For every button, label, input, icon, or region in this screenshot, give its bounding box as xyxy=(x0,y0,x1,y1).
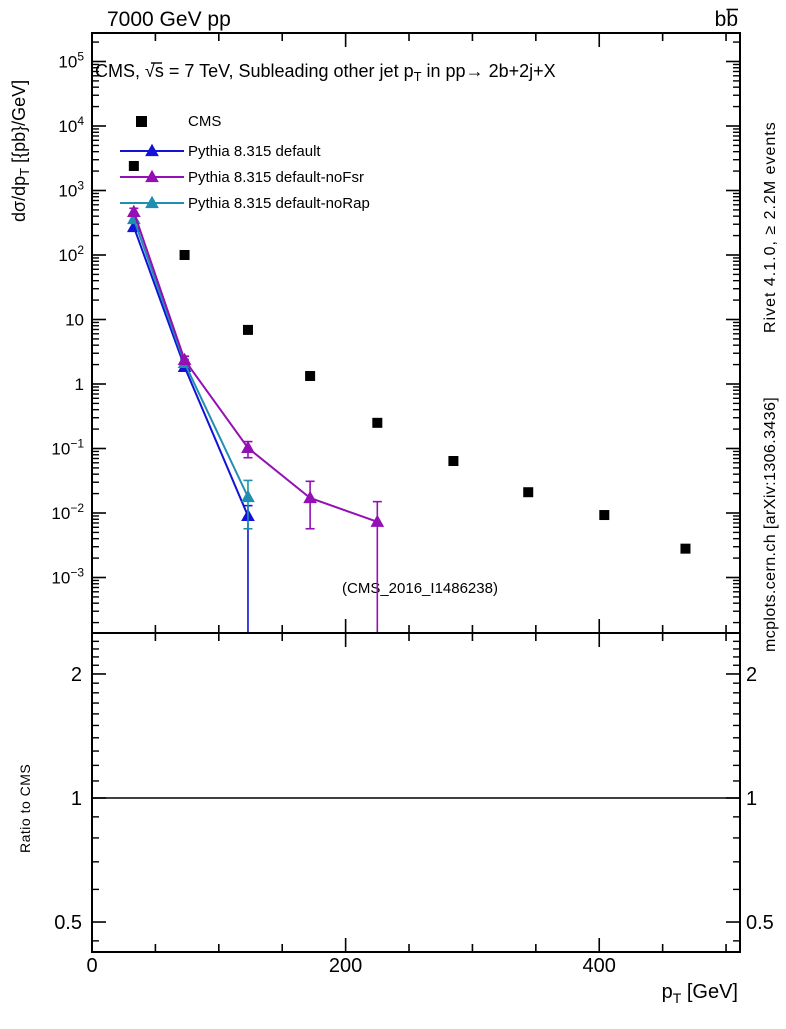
cms-data-point xyxy=(680,543,691,554)
pythia-nofsr-data-point xyxy=(370,514,385,527)
legend-label-cms: CMS xyxy=(188,113,221,130)
ratio-tick-label: 2 xyxy=(71,664,82,686)
cms-data-point xyxy=(599,510,610,521)
x-tick-label: 200 xyxy=(329,955,362,977)
plot-title: CMS, √s = 7 TeV, Subleading other jet pT… xyxy=(95,61,556,84)
y-tick-label: 102 xyxy=(58,243,84,265)
ratio-tick-label: 0.5 xyxy=(746,912,774,934)
ratio-tick-label: 0.5 xyxy=(54,912,82,934)
y-tick-label: 103 xyxy=(58,179,84,201)
y-tick-label: 10−3 xyxy=(51,566,84,588)
cms-data-point xyxy=(179,250,190,260)
x-tick-label: 0 xyxy=(86,955,97,977)
cms-data-point xyxy=(523,487,534,498)
y-tick-label: 105 xyxy=(58,50,84,72)
pythia-nofsr-data-point xyxy=(303,490,317,504)
pythia-nofsr-data-point xyxy=(126,204,141,218)
pythia-nofsr-line xyxy=(132,211,378,523)
ratio-axis-title: Ratio to CMS xyxy=(17,764,33,853)
cms-data-point xyxy=(305,371,316,382)
pythia-nofsr-data-point xyxy=(241,440,255,454)
legend-label-pythia-default: Pythia 8.315 default xyxy=(188,143,321,160)
ratio-panel-frame xyxy=(91,632,741,953)
cms-data-point xyxy=(128,160,139,171)
pythia-nofsr-data-point xyxy=(177,352,192,366)
legend-label-pythia-norap: Pythia 8.315 default-noRap xyxy=(188,195,370,212)
x-tick-label: 400 xyxy=(583,955,616,977)
x-axis-title: pT [GeV] xyxy=(662,981,738,1006)
y-tick-label: 104 xyxy=(58,114,84,136)
legend-swatch-marker xyxy=(145,195,159,209)
y-tick-label: 10 xyxy=(65,311,84,330)
watermark: (CMS_2016_I1486238) xyxy=(342,580,498,597)
mcplots-arxiv-note: mcplots.cern.ch [arXiv:1306.3436] xyxy=(762,397,779,652)
y-tick-label: 10−2 xyxy=(51,501,84,523)
ratio-tick-label: 2 xyxy=(746,664,757,686)
rivet-version-note: Rivet 4.1.0, ≥ 2.2M events xyxy=(762,121,779,333)
legend-swatch-marker xyxy=(145,169,159,183)
header-beam-label: 7000 GeV pp xyxy=(107,8,231,31)
pythia-norap-data-point xyxy=(241,489,255,503)
y-tick-label: 10−1 xyxy=(51,437,84,459)
cms-data-point xyxy=(448,456,459,467)
legend-swatch-cms xyxy=(136,116,147,127)
header-process-label: bb xyxy=(715,8,738,31)
y-axis-title: dσ/dpT [{pb}/GeV] xyxy=(9,80,32,222)
y-tick-label: 1 xyxy=(75,375,84,394)
ratio-tick-label: 1 xyxy=(71,788,82,810)
ratio-tick-label: 1 xyxy=(746,788,757,810)
legend-label-pythia-nofsr: Pythia 8.315 default-noFsr xyxy=(188,169,364,186)
cms-data-point xyxy=(242,324,253,335)
cms-data-point xyxy=(372,417,383,428)
legend-swatch-marker xyxy=(145,143,159,157)
